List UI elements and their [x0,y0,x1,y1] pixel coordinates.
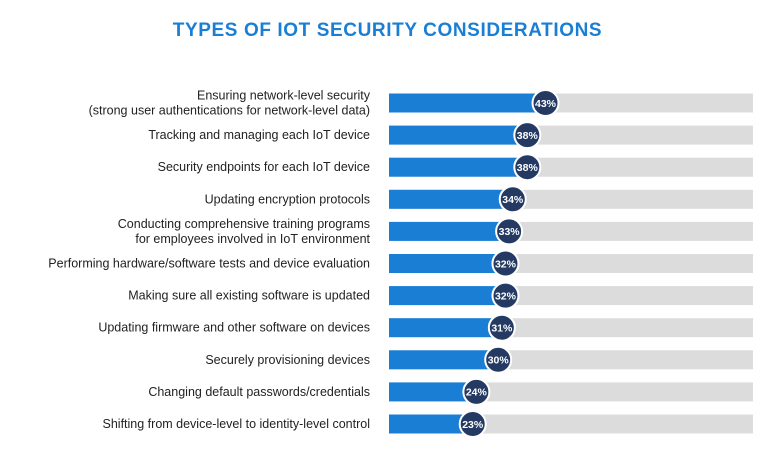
value-marker [498,185,527,214]
bar [389,350,499,370]
data-label: 31% [491,323,513,335]
bar-row: Updating encryption protocols 34% [205,185,753,214]
data-label: 23% [462,419,484,431]
category-label-line: Security endpoints for each IoT device [158,160,370,174]
bar [389,286,506,306]
category-label-line: for employees involved in IoT environmen… [135,232,370,246]
category-label: Changing default passwords/credentials [148,385,370,399]
bar-row: Changing default passwords/credentials 24… [148,377,753,406]
category-label-line: Tracking and managing each IoT device [148,128,370,142]
data-label: 38% [517,162,539,174]
value-marker [462,377,491,406]
data-label: 43% [535,98,557,110]
value-marker [513,121,542,150]
data-label: 32% [495,290,517,302]
category-label: Securely provisioning devices [205,353,370,367]
value-marker [531,89,560,117]
data-label: 34% [502,194,524,206]
category-label: Updating firmware and other software on … [98,321,370,335]
category-label: Shifting from device-level to identity-l… [103,417,370,431]
category-label-line: Ensuring network-level security [197,89,371,103]
data-label: 32% [495,258,517,270]
bar [389,221,510,241]
value-marker [491,249,520,278]
bar [389,382,477,402]
category-label-line: Securely provisioning devices [205,353,370,367]
value-marker [458,410,487,438]
bar [389,125,528,145]
category-label-line: Making sure all existing software is upd… [128,289,370,303]
bar-row: Ensuring network-level security (strong u… [89,89,753,118]
category-label: Security endpoints for each IoT device [158,160,370,174]
bar [389,189,513,209]
bar [389,157,528,177]
data-label: 38% [517,130,539,142]
category-label-line: (strong user authentications for network… [89,104,370,118]
value-marker [484,345,513,374]
category-label: Conducting comprehensive training progra… [118,217,371,246]
bar-row: Updating firmware and other software on … [98,313,753,342]
category-label-line: Updating encryption protocols [205,192,370,206]
category-label-line: Shifting from device-level to identity-l… [103,417,370,431]
bar-row: Tracking and managing each IoT device 38% [148,121,753,150]
value-marker [491,281,520,310]
bar-row: Security endpoints for each IoT device 38… [158,153,753,182]
bar [389,414,473,434]
chart-title: TYPES OF IOT SECURITY CONSIDERATIONS [172,20,603,41]
value-marker [495,217,524,246]
bar-row: Conducting comprehensive training progra… [118,217,753,246]
category-label-line: Performing hardware/software tests and d… [48,257,370,271]
category-label: Ensuring network-level security (strong u… [89,89,371,118]
category-label: Performing hardware/software tests and d… [48,257,370,271]
value-marker [513,153,542,182]
bar-row: Performing hardware/software tests and d… [48,249,753,278]
category-label-line: Changing default passwords/credentials [148,385,370,399]
value-marker [487,313,516,342]
bar-row: Shifting from device-level to identity-l… [103,410,753,438]
category-label-line: Conducting comprehensive training progra… [118,217,370,231]
data-label: 33% [499,226,521,238]
bar [389,254,506,273]
bar-row: Securely provisioning devices 30% [205,345,753,374]
bar-row: Making sure all existing software is upd… [128,281,753,310]
data-label: 30% [488,355,510,367]
bar [389,93,546,113]
bar [389,318,502,338]
category-label: Updating encryption protocols [205,192,370,206]
category-label: Tracking and managing each IoT device [148,128,370,142]
category-label-line: Updating firmware and other software on … [98,321,370,335]
data-label: 24% [466,387,488,399]
category-label: Making sure all existing software is upd… [128,289,370,303]
